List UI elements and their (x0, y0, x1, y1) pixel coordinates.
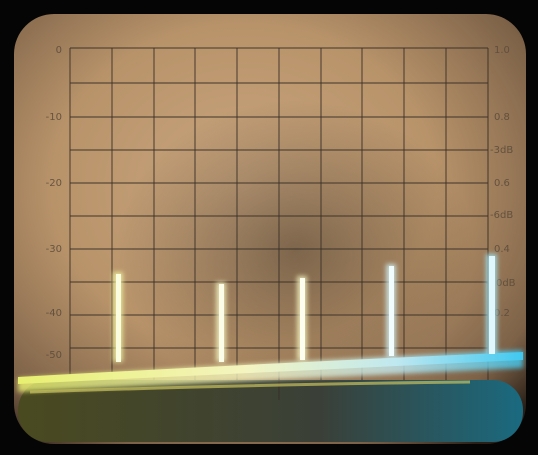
right-scale-label: 1.0 (494, 45, 510, 56)
left-scale-label: 0 (56, 45, 62, 56)
left-scale-label: -20 (46, 178, 62, 189)
right-scale-label: 0.4 (494, 244, 510, 255)
right-scale-label: -3dB (490, 145, 513, 156)
screen-shade (14, 14, 526, 444)
right-scale-label: 0.6 (494, 178, 510, 189)
trace (18, 256, 523, 394)
left-scale-label: -40 (46, 308, 62, 319)
left-scale-label: -10 (46, 112, 62, 123)
screen-floor (18, 380, 523, 442)
right-scale-label: 0.8 (494, 112, 510, 123)
right-scale-label: -10dB (486, 278, 516, 289)
left-scale-label: -50 (46, 350, 62, 361)
left-scale-label: -30 (46, 244, 62, 255)
graticule (69, 47, 489, 400)
right-scale-label: 0.2 (494, 308, 510, 319)
right-scale-label: -6dB (490, 210, 513, 221)
